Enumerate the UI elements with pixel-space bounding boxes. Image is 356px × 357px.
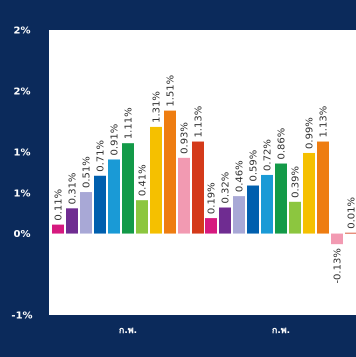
bar bbox=[233, 196, 245, 233]
x-axis: ก.พ. ก.พ. bbox=[119, 326, 290, 336]
bar-value-label: 1.13% bbox=[194, 106, 205, 138]
bar-value-label: 1.11% bbox=[124, 107, 135, 139]
bar-value-label: 0.51% bbox=[82, 156, 93, 188]
bar-value-label: 0.19% bbox=[207, 182, 218, 214]
y-tick-label: 1% bbox=[14, 148, 31, 159]
bar bbox=[94, 176, 106, 234]
bar bbox=[247, 186, 259, 234]
bar-value-label: 0.41% bbox=[138, 164, 149, 196]
y-tick-label: 2% bbox=[14, 87, 31, 98]
bar bbox=[331, 234, 343, 245]
bar bbox=[219, 208, 231, 234]
bar-value-label: 0.01% bbox=[347, 197, 356, 229]
bar bbox=[122, 143, 134, 233]
y-tick-label: 0% bbox=[14, 229, 31, 240]
bar-value-label: 1.13% bbox=[319, 106, 330, 138]
bar bbox=[261, 175, 273, 234]
bar-value-label: 0.86% bbox=[277, 128, 288, 160]
bar bbox=[80, 192, 92, 234]
bar-value-label: 1.31% bbox=[152, 91, 163, 123]
bar bbox=[164, 111, 176, 234]
bar bbox=[136, 200, 148, 233]
x-category-label: ก.พ. bbox=[119, 326, 137, 336]
bar-value-label: -0.13% bbox=[333, 248, 344, 283]
x-category-label: ก.พ. bbox=[272, 326, 290, 336]
bar bbox=[317, 142, 329, 234]
bar bbox=[275, 164, 287, 234]
bar bbox=[108, 159, 120, 233]
bar bbox=[66, 208, 78, 233]
bar-value-label: 0.31% bbox=[68, 173, 79, 205]
bar-value-label: 0.59% bbox=[249, 150, 260, 182]
bar-value-label: 1.51% bbox=[166, 75, 177, 107]
bar bbox=[192, 142, 204, 234]
y-tick-label: -1% bbox=[11, 311, 32, 322]
bar bbox=[205, 218, 217, 233]
y-axis: 2% 2% 1% 1% 0% -1% bbox=[11, 26, 32, 322]
y-tick-label: 1% bbox=[14, 188, 31, 199]
bar bbox=[345, 233, 356, 234]
bar-value-label: 0.11% bbox=[54, 189, 65, 221]
bar-value-label: 0.46% bbox=[235, 160, 246, 192]
bar bbox=[178, 158, 190, 234]
bar-value-label: 0.93% bbox=[180, 122, 191, 154]
bar-value-label: 0.39% bbox=[291, 166, 302, 198]
bar-value-label: 0.32% bbox=[221, 172, 232, 204]
bar-value-label: 0.99% bbox=[305, 117, 316, 149]
y-tick-label: 2% bbox=[14, 26, 31, 37]
bar bbox=[52, 225, 64, 234]
bar bbox=[150, 127, 162, 234]
bar-value-label: 0.71% bbox=[96, 140, 107, 172]
bar bbox=[289, 202, 301, 234]
bar bbox=[303, 153, 315, 234]
bar-value-label: 0.91% bbox=[110, 124, 121, 156]
bar-value-label: 0.72% bbox=[263, 139, 274, 171]
